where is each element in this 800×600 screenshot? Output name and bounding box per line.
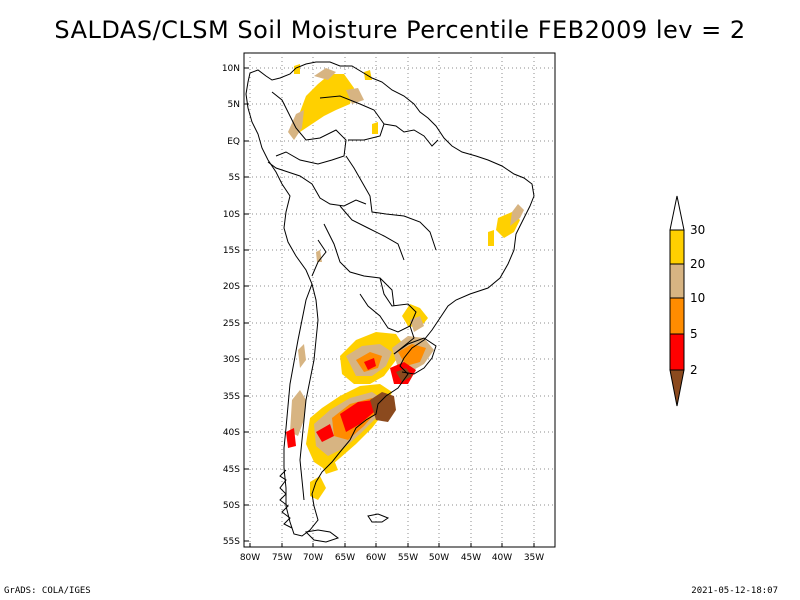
lat-label: 20S <box>223 282 240 292</box>
colorbar-label: 30 <box>690 223 705 237</box>
shade-ne-spot <box>488 230 494 246</box>
lon-label: 40W <box>492 553 512 563</box>
lat-label: 25S <box>223 319 240 329</box>
lon-ticks <box>249 543 535 547</box>
footer-credit: GrADS: COLA/IGES <box>4 586 91 596</box>
shade-uruguay-below2 <box>396 368 412 382</box>
lon-labels: 80W 75W 70W 65W 60W 55W 50W 45W 40W 35W <box>240 553 544 563</box>
continent-outline <box>245 61 535 537</box>
lat-label: 10N <box>222 64 240 74</box>
lon-label: 35W <box>524 553 544 563</box>
lat-ticks <box>244 67 249 542</box>
colorbar-label: 20 <box>690 257 705 271</box>
shade-pampas-2-5b <box>316 424 334 442</box>
lon-label: 50W <box>429 553 449 563</box>
border-uruguay <box>393 337 437 375</box>
shade-chile-2-5 <box>286 428 296 448</box>
shade-patagonia-20-30 <box>310 476 326 500</box>
map-title: SALDAS/CLSM Soil Moisture Percentile FEB… <box>54 16 746 44</box>
shade-rgs-5-10 <box>398 344 426 366</box>
colorbar-box-20-30 <box>669 229 685 265</box>
shade-chile-north-10-20 <box>298 344 306 368</box>
footer-timestamp: 2021-05-12-18:07 <box>691 586 778 596</box>
colorbar-label: 10 <box>690 291 705 305</box>
shade-patagonia-20-30b <box>322 460 338 474</box>
lat-label: 10S <box>223 210 240 220</box>
chile-fjords <box>279 469 293 529</box>
lat-label: 45S <box>223 465 240 475</box>
lon-label: 75W <box>272 553 292 563</box>
colorbar-box-2-5 <box>669 333 685 371</box>
shade-guyana-spot <box>372 122 378 134</box>
falkland-islands <box>367 513 390 523</box>
lat-label: 30S <box>223 355 240 365</box>
colorbar-top-arrow <box>669 195 685 231</box>
shade-buenos-aires-below2 <box>370 392 396 422</box>
lon-label: 45W <box>461 553 481 563</box>
lon-label: 65W <box>335 553 355 563</box>
shade-arg-north-2-5 <box>364 358 376 370</box>
colorbar-box-5-10 <box>669 297 685 335</box>
border-chile-arg <box>299 283 319 501</box>
lon-label: 80W <box>240 553 260 563</box>
tierra-del-fuego <box>304 529 340 543</box>
shade-north-10-20b <box>314 68 336 80</box>
colorbar-labels: 30 20 10 5 2 <box>690 223 705 377</box>
shade-ne-10-20 <box>510 204 524 226</box>
lat-label: 5S <box>229 173 241 183</box>
lat-label: 15S <box>223 246 240 256</box>
lon-label: 70W <box>303 553 323 563</box>
coastline <box>245 61 535 543</box>
shade-pampas-2-5 <box>340 400 374 432</box>
border-bolivia <box>323 223 395 307</box>
lat-labels: 10N 5N EQ 5S 10S 15S 20S 25S 30S 35S 40S… <box>222 64 240 547</box>
shade-north-20-30 <box>300 74 354 132</box>
colorbar-label: 2 <box>690 363 698 377</box>
border-ecuador-peru <box>267 161 367 207</box>
shade-se-10-20 <box>410 316 424 332</box>
shade-north-10-20 <box>288 110 304 140</box>
border-peru-bolivia <box>311 239 327 277</box>
lat-label: 50S <box>223 501 240 511</box>
colorbar-box-10-20 <box>669 263 685 299</box>
border-venezuela <box>319 95 385 141</box>
lon-label: 60W <box>366 553 386 563</box>
lat-label: 40S <box>223 428 240 438</box>
lat-label: 55S <box>223 537 240 547</box>
colorbar-label: 5 <box>690 327 698 341</box>
lat-label: EQ <box>227 137 240 147</box>
shade-chile-10-20 <box>290 390 306 436</box>
lon-label: 55W <box>398 553 418 563</box>
border-brazil-west <box>345 155 437 251</box>
percentile-shading <box>286 64 524 500</box>
border-bolivia-north <box>339 205 405 261</box>
border-colombia <box>271 91 347 165</box>
colorbar-bottom-arrow <box>669 369 685 407</box>
colorbar <box>669 195 685 407</box>
shade-n-spot <box>364 70 372 80</box>
lat-label: 35S <box>223 392 240 402</box>
lat-label: 5N <box>228 100 240 110</box>
border-guianas <box>383 123 439 147</box>
